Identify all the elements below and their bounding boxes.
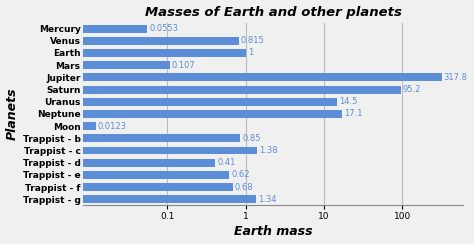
Bar xyxy=(0,146,256,154)
Text: 17.1: 17.1 xyxy=(344,109,363,118)
Y-axis label: Planets: Planets xyxy=(6,88,18,140)
Text: 14.5: 14.5 xyxy=(339,97,357,106)
Text: 1.38: 1.38 xyxy=(259,146,277,155)
Bar xyxy=(0,122,96,130)
Text: 1.34: 1.34 xyxy=(258,195,276,204)
Text: 0.0123: 0.0123 xyxy=(98,122,127,131)
Bar xyxy=(0,49,246,57)
Text: 0.68: 0.68 xyxy=(235,183,253,192)
Text: 0.62: 0.62 xyxy=(231,170,250,179)
Text: 0.815: 0.815 xyxy=(241,36,264,45)
Bar xyxy=(0,61,170,69)
Text: 0.41: 0.41 xyxy=(217,158,236,167)
Text: 1: 1 xyxy=(247,49,253,58)
Bar xyxy=(0,159,215,167)
X-axis label: Earth mass: Earth mass xyxy=(234,225,313,238)
Bar xyxy=(0,86,401,93)
Bar xyxy=(0,134,240,142)
Bar xyxy=(0,195,255,203)
Bar xyxy=(0,183,233,191)
Bar xyxy=(0,98,337,106)
Text: 95.2: 95.2 xyxy=(403,85,421,94)
Bar xyxy=(0,110,342,118)
Text: 0.0553: 0.0553 xyxy=(149,24,178,33)
Text: 0.85: 0.85 xyxy=(242,134,261,143)
Bar xyxy=(0,37,239,45)
Text: 0.107: 0.107 xyxy=(172,61,195,70)
Text: 317.8: 317.8 xyxy=(444,73,468,82)
Bar xyxy=(0,171,229,179)
Title: Masses of Earth and other planets: Masses of Earth and other planets xyxy=(145,6,402,19)
Bar xyxy=(0,73,442,81)
Bar xyxy=(0,25,147,32)
